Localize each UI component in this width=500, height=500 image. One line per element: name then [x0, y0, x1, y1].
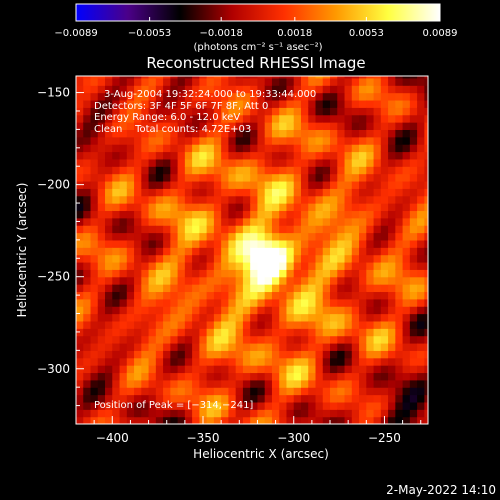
x-tick-label: −350 — [187, 431, 220, 445]
colorbar-tick-label: 0.0053 — [349, 28, 384, 39]
annotation-time-range: 3-Aug-2004 19:32:24.000 to 19:33:44.000 — [104, 89, 316, 100]
colorbar-tick-label: −0.0053 — [128, 28, 171, 39]
annotation-detectors: Detectors: 3F 4F 5F 6F 7F 8F, Att 0 — [94, 101, 268, 112]
y-tick-label: −300 — [37, 362, 70, 376]
y-axis: −150 −200 −250 −300 — [37, 86, 84, 425]
y-tick-label: −200 — [37, 178, 70, 192]
colorbar-tick-label: 0.0018 — [277, 28, 312, 39]
colorbar-unit-label: (photons cm⁻² s⁻¹ asec⁻²) — [193, 42, 322, 53]
colorbar-ticks: −0.0089 −0.0053 −0.0018 0.0018 0.0053 0.0089 — [54, 17, 458, 39]
y-tick-label: −150 — [37, 86, 70, 100]
colorbar-tick-label: 0.0089 — [423, 28, 458, 39]
x-tick-label: −250 — [368, 431, 401, 445]
image-cells — [76, 76, 428, 424]
annotation-energy-range: Energy Range: 6.0 - 12.0 keV — [94, 112, 240, 123]
footer-date: 2-May-2022 14:10 — [386, 483, 496, 497]
x-axis-label: Heliocentric X (arcsec) — [193, 447, 329, 461]
colorbar-tick-label: −0.0018 — [200, 28, 243, 39]
x-tick-label: −300 — [277, 431, 310, 445]
chart-title: Reconstructed RHESSI Image — [146, 54, 365, 72]
x-axis: −400 −350 −300 −250 — [75, 416, 422, 445]
colorbar — [75, 3, 441, 22]
x-tick-label: −400 — [96, 431, 129, 445]
annotation-method-counts: Clean Total counts: 4.72E+03 — [94, 124, 251, 135]
colorbar-tick-label: −0.0089 — [54, 28, 97, 39]
plot-frame — [75, 75, 429, 425]
y-axis-label: Heliocentric Y (arcsec) — [15, 183, 29, 318]
y-tick-label: −250 — [37, 270, 70, 284]
annotation-peak-position: Position of Peak = [−314,−241] — [94, 400, 253, 411]
